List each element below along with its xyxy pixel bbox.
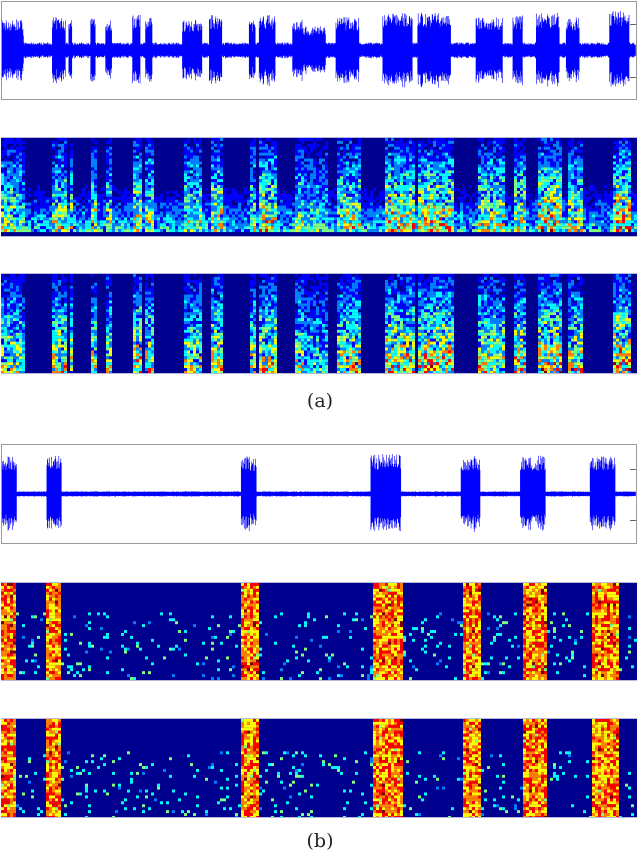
y-tick	[630, 520, 636, 521]
waveform-a-plot	[2, 10, 636, 88]
spectrogram-b-noisy-plot	[1, 583, 637, 680]
waveform-a	[1, 1, 637, 100]
waveform-b-plot	[2, 454, 636, 532]
spectrogram-a-enhanced	[1, 273, 637, 374]
y-tick	[630, 469, 636, 470]
waveform-b	[1, 444, 637, 544]
spectrogram-a-noisy-plot	[1, 138, 637, 233]
spectrogram-b-enhanced-plot	[1, 719, 634, 817]
spectrogram-a-noisy	[1, 137, 637, 237]
caption-a: (a)	[306, 390, 334, 412]
y-tick	[630, 77, 636, 78]
spectrogram-b-enhanced	[1, 718, 637, 818]
spectrogram-a-enhanced-plot	[1, 274, 631, 373]
caption-b: (b)	[306, 830, 334, 852]
spectrogram-b-noisy	[1, 582, 637, 681]
y-tick	[630, 24, 636, 25]
